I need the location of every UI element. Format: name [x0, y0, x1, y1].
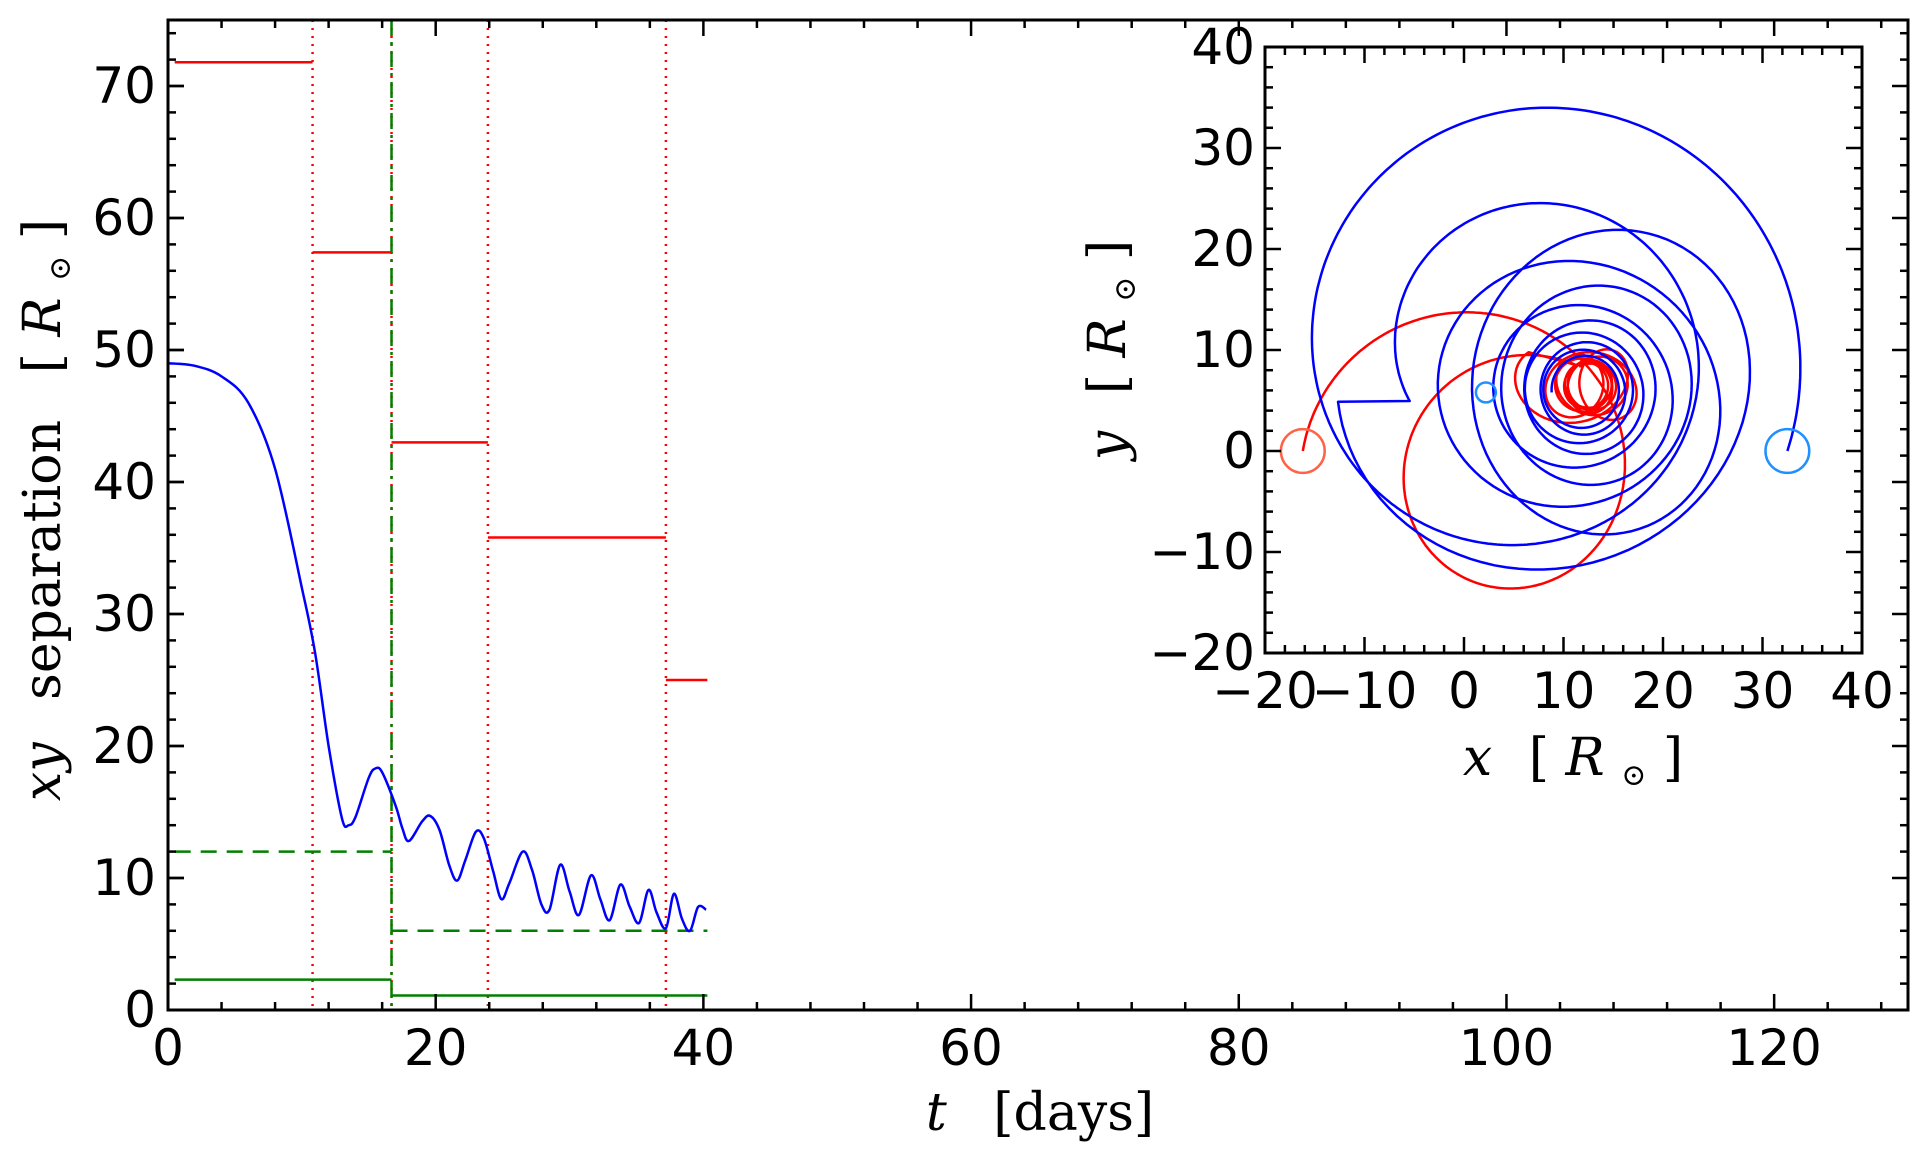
inset-y-tick-label: −20: [1149, 624, 1255, 682]
main-x-tick-label: 0: [152, 1019, 184, 1077]
inset-y-tick-label: 40: [1191, 18, 1255, 76]
inset-x-tick-label: 20: [1631, 662, 1695, 720]
inset-y-axis-unit-var: R: [1078, 318, 1138, 358]
inset-y-axis-label: y [ R ⊙ ]: [1078, 240, 1148, 462]
inset-x-axis-label: x [ R ⊙ ]: [1463, 728, 1683, 798]
inset-x-tick-label: 30: [1731, 662, 1795, 720]
main-x-tick-label: 80: [1207, 1019, 1271, 1077]
inset-y-tick-label: 0: [1223, 422, 1255, 480]
main-x-tick-label: 20: [404, 1019, 468, 1077]
inset-y-tick-label: 10: [1191, 321, 1255, 379]
inset-x-tick-label: 0: [1448, 662, 1480, 720]
separation-curve: [167, 361, 707, 933]
main-y-tick-label: 30: [92, 585, 156, 643]
inset-x-axis-var: x: [1463, 728, 1492, 788]
inset-y-tick-label: 30: [1191, 119, 1255, 177]
main-x-tick-label: 40: [672, 1019, 736, 1077]
inset-x-tick-label: 40: [1830, 662, 1894, 720]
main-x-tick-label: 120: [1726, 1019, 1821, 1077]
main-y-tick-label: 50: [92, 321, 156, 379]
main-x-axis-label: t [days]: [926, 1083, 1154, 1143]
inset-plot-frame: [1263, 45, 1864, 655]
inset-x-axis-unit-sub: ⊙: [1621, 758, 1646, 793]
star-marker: [1764, 427, 1811, 475]
inset-y-axis-bracket-open: [: [1078, 374, 1138, 394]
inset-y-tick-label: −10: [1149, 523, 1255, 581]
main-y-axis-var: xy: [13, 742, 73, 801]
main-y-axis-bracket-open: [: [13, 353, 73, 373]
main-y-tick-label: 40: [92, 453, 156, 511]
inset-y-axis-unit-sub: ⊙: [1108, 277, 1143, 302]
main-plot-frame: [166, 18, 1910, 1012]
main-y-tick-label: 20: [92, 717, 156, 775]
main-y-tick-label: 60: [92, 189, 156, 247]
inset-y-axis-bracket-close: ]: [1078, 240, 1138, 260]
blue-orbit: [1310, 106, 1802, 571]
main-x-tick-label: 60: [939, 1019, 1003, 1077]
inset-x-axis-unit-var: R: [1565, 728, 1605, 788]
main-y-tick-label: 70: [92, 57, 156, 115]
main-y-axis-label: xy separation [ R ⊙ ]: [13, 219, 83, 801]
main-x-tick-label: 100: [1459, 1019, 1554, 1077]
main-y-axis-unit-sub: ⊙: [43, 256, 78, 281]
main-y-tick-label: 10: [92, 849, 156, 907]
inset-x-tick-label: −10: [1312, 662, 1418, 720]
main-y-axis-bracket-close: ]: [13, 219, 73, 239]
inset-x-tick-label: −20: [1212, 662, 1318, 720]
main-x-axis-unit: [days]: [993, 1083, 1154, 1143]
inset-x-tick-label: 10: [1532, 662, 1596, 720]
inset-x-axis-bracket-open: [: [1529, 728, 1549, 788]
inset-y-axis-var: y: [1078, 430, 1138, 462]
main-plot-curves: [167, 20, 708, 1010]
main-y-axis-word: separation: [13, 420, 73, 700]
main-y-tick-label: 0: [124, 981, 156, 1039]
inset-y-tick-label: 20: [1191, 220, 1255, 278]
main-x-axis-var: t: [926, 1083, 947, 1143]
inset-x-axis-bracket-close: ]: [1663, 728, 1683, 788]
main-y-axis-unit-var: R: [13, 297, 73, 337]
star-marker: [1474, 381, 1498, 404]
